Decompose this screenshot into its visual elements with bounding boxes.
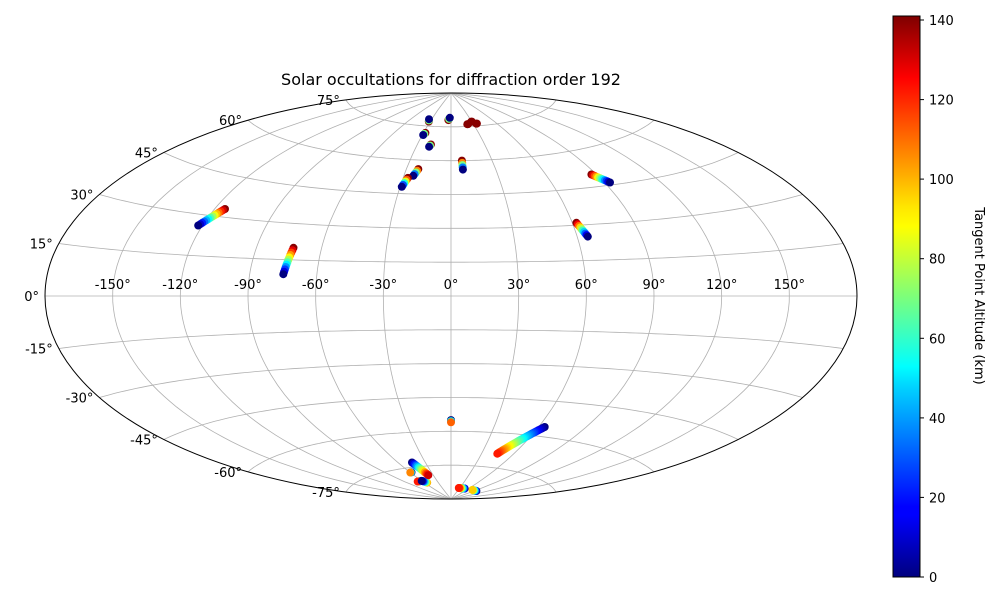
parallel-line bbox=[99, 363, 803, 398]
lat-tick-label: 0° bbox=[24, 290, 39, 305]
colorbar-tick-label: 0 bbox=[929, 571, 937, 586]
occultation-point bbox=[425, 142, 434, 151]
lat-tick-label: -30° bbox=[66, 392, 94, 407]
lon-tick-label: -30° bbox=[369, 278, 397, 293]
lon-tick-label: -150° bbox=[95, 278, 131, 293]
lon-tick-label: 60° bbox=[575, 278, 598, 293]
lat-tick-label: -60° bbox=[214, 466, 242, 481]
longitude-tick-labels: -150° -120° -90° -60° -30° 0° 30° 60° 90° 120° 150… bbox=[95, 278, 805, 293]
lat-tick-label: -75° bbox=[312, 486, 340, 501]
parallel-line bbox=[345, 464, 557, 493]
occultation-point bbox=[472, 119, 481, 128]
occultation-point bbox=[424, 471, 433, 480]
lon-tick-label: -120° bbox=[162, 278, 198, 293]
parallel-line bbox=[247, 430, 655, 473]
parallel-line bbox=[58, 329, 844, 349]
occultation-point bbox=[425, 115, 433, 124]
lat-tick-label: 45° bbox=[135, 147, 158, 162]
colorbar-gradient bbox=[892, 15, 921, 578]
occultation-point bbox=[417, 476, 426, 485]
parallel-line bbox=[163, 152, 739, 195]
parallel-line bbox=[247, 119, 655, 162]
occultation-point bbox=[406, 468, 415, 477]
occultation-point bbox=[458, 165, 467, 174]
lon-tick-label: 90° bbox=[642, 278, 665, 293]
occultation-point bbox=[447, 418, 455, 427]
occultation-points bbox=[194, 113, 614, 495]
colorbar-tick-label: 100 bbox=[929, 173, 954, 188]
parallel-line bbox=[163, 397, 739, 440]
occultation-point bbox=[445, 113, 454, 122]
lat-tick-label: -15° bbox=[25, 343, 53, 358]
colorbar: 0 20 40 60 80 100 120 140 Tangent Point Altitud… bbox=[892, 14, 986, 586]
lat-tick-label: 15° bbox=[30, 238, 53, 253]
occultation-point bbox=[279, 270, 288, 279]
lon-tick-label: 120° bbox=[706, 278, 737, 293]
occultation-point bbox=[468, 485, 477, 494]
occultation-point bbox=[493, 449, 502, 458]
lat-tick-label: 75° bbox=[317, 94, 340, 109]
latitude-tick-labels: 75° 60° 45° 30° 15° 0° -15° -30° -45° -60° -75° bbox=[24, 94, 340, 501]
lon-tick-label: 150° bbox=[774, 278, 805, 293]
occultation-point bbox=[397, 182, 406, 191]
lon-tick-label: -60° bbox=[302, 278, 330, 293]
colorbar-tick-label: 60 bbox=[929, 332, 946, 347]
colorbar-label: Tangent Point Altitude (km) bbox=[971, 206, 986, 384]
lon-tick-label: 30° bbox=[507, 278, 530, 293]
colorbar-tick-label: 40 bbox=[929, 412, 946, 427]
parallel-line bbox=[345, 99, 557, 128]
occultation-point bbox=[419, 131, 428, 139]
occultation-point bbox=[583, 232, 592, 241]
lat-tick-label: 30° bbox=[70, 189, 93, 204]
lat-tick-label: 60° bbox=[219, 114, 242, 129]
map-boundary bbox=[44, 92, 858, 500]
lon-tick-label: 0° bbox=[444, 278, 459, 293]
occultation-point bbox=[194, 221, 203, 230]
colorbar-tick-label: 20 bbox=[929, 491, 946, 506]
colorbar-tick-label: 120 bbox=[929, 94, 954, 109]
lon-tick-label: -90° bbox=[234, 278, 262, 293]
colorbar-ticks: 0 20 40 60 80 100 120 140 bbox=[920, 14, 954, 586]
parallel-line bbox=[58, 243, 844, 263]
lat-tick-label: -45° bbox=[130, 434, 158, 449]
colorbar-tick-label: 140 bbox=[929, 14, 954, 29]
chart-title: Solar occultations for diffraction order… bbox=[281, 70, 621, 89]
graticule bbox=[45, 93, 857, 499]
occultation-point bbox=[454, 484, 463, 492]
occultation-point bbox=[606, 178, 614, 187]
colorbar-tick-label: 80 bbox=[929, 253, 946, 268]
